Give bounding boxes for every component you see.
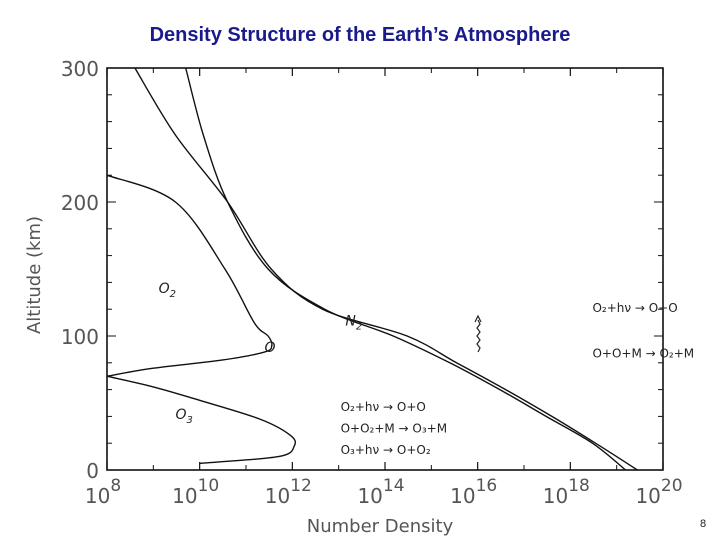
curve-label-o3: O3 (175, 407, 192, 426)
curve-o (106, 174, 273, 377)
x-tick-label: 1020 (635, 476, 682, 508)
curve-o2 (134, 67, 638, 471)
curve-label-n2: N2 (345, 313, 362, 332)
x-tick-label: 1016 (450, 476, 497, 508)
reaction-annotation: O+O₂+M → O₃+M (341, 421, 448, 435)
reaction-annotation: O₃+hν → O+O₂ (341, 443, 431, 457)
curve-labels: N2 O2 O O3 (159, 281, 363, 426)
y-axis-title: Altitude (km) (24, 216, 45, 334)
x-tick-label: 1012 (265, 476, 312, 508)
reaction-annotation: O+O+M → O₂+M (592, 346, 694, 360)
y-tick-label: 300 (61, 57, 99, 81)
reaction-annotation: O₂+hν → O+O (341, 400, 426, 414)
x-tick-label: 1018 (543, 476, 590, 508)
y-tick-label: 200 (61, 191, 99, 215)
slide-title: Density Structure of the Earth’s Atmosph… (149, 24, 571, 46)
x-tick-label: 1010 (172, 476, 219, 508)
arrow-icon (474, 314, 482, 353)
y-tick-label: 0 (86, 459, 99, 483)
axis-ticks: 108 1010 1012 1014 1016 1018 1020 0 100 200 300 (61, 57, 683, 508)
x-tick-label: 108 (85, 476, 121, 508)
reaction-annotations: O₂+hν → O+O O+O+M → O₂+M O₂+hν → O+O O+O₂+M… (341, 301, 695, 457)
reaction-annotation: O₂+hν → O+O (592, 301, 677, 315)
curve-label-o: O (264, 340, 275, 356)
density-curves (106, 67, 638, 471)
curve-o3 (106, 375, 297, 464)
page-number: 8 (700, 518, 707, 530)
curve-label-o2: O2 (159, 281, 176, 300)
curve-n2 (185, 67, 626, 471)
x-tick-label: 1014 (357, 476, 404, 508)
x-axis-title: Number Density (307, 516, 454, 537)
y-tick-label: 100 (61, 325, 99, 349)
